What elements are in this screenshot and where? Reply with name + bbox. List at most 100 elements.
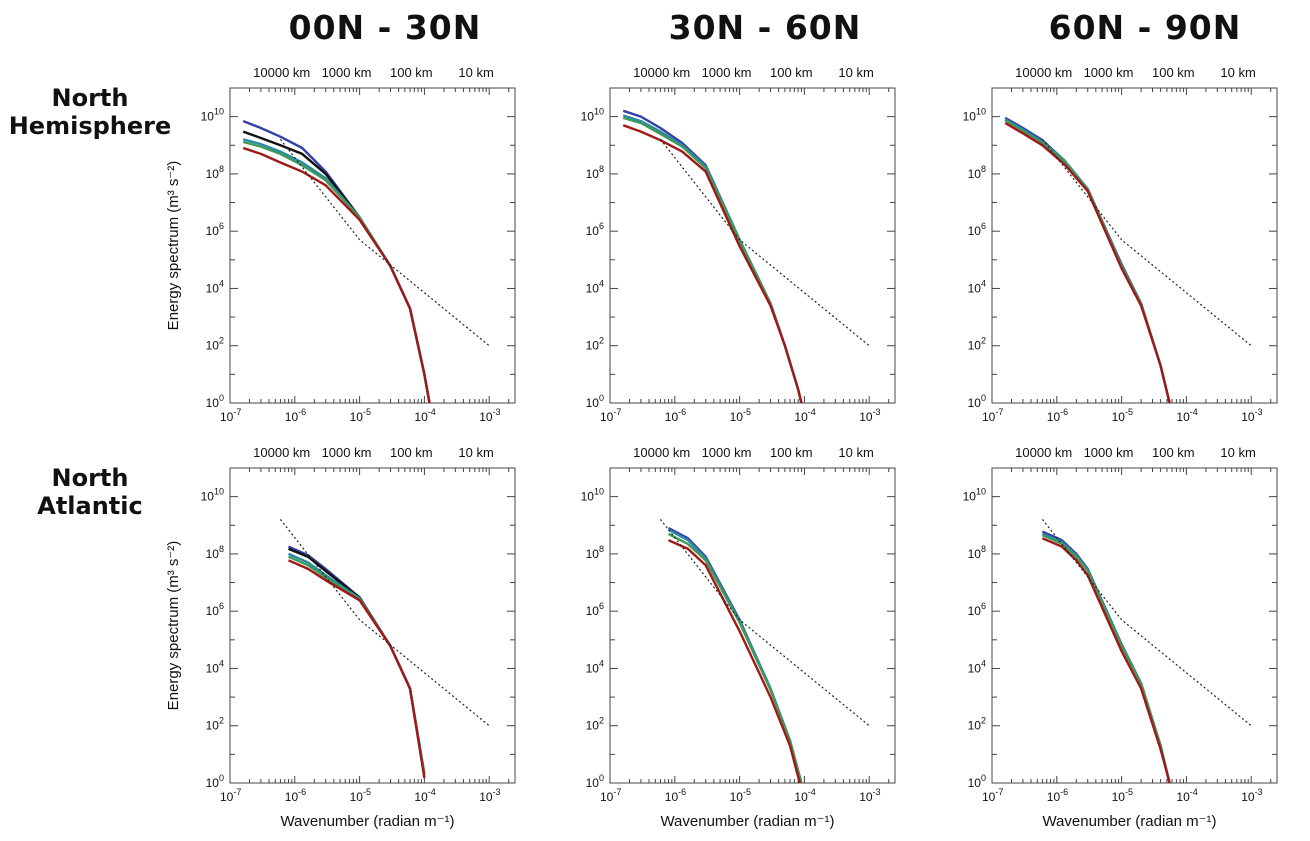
reference-line xyxy=(659,519,870,727)
tick-label: 10-4 xyxy=(794,787,815,804)
tick-label: 108 xyxy=(968,544,986,561)
tick-label: 10-7 xyxy=(600,787,621,804)
tick-label: 10-6 xyxy=(1047,787,1068,804)
series-line-green xyxy=(622,116,803,404)
row-title-line: North xyxy=(51,464,129,492)
top-axis-label: 1000 km xyxy=(702,445,752,460)
tick-label: 106 xyxy=(206,601,224,618)
series-line-blue xyxy=(242,119,431,404)
tick-label: 10-6 xyxy=(1047,407,1068,424)
tick-label: 10-5 xyxy=(350,787,371,804)
tick-label: 1010 xyxy=(963,107,986,124)
top-axis-label: 100 km xyxy=(770,65,813,80)
top-axis-label: 10 km xyxy=(458,65,493,80)
tick-label: 100 xyxy=(968,393,986,410)
plot-frame xyxy=(609,467,896,784)
top-axis-label: 100 km xyxy=(770,445,813,460)
chart-panel-1-2: 10-7 10-6 10-5 10-4 10-3 100 102 104 106 108 1010 1… xyxy=(963,445,1278,830)
tick-label: 106 xyxy=(206,221,224,238)
series-line-teal xyxy=(667,528,803,784)
series-line-teal xyxy=(242,138,431,404)
top-axis-label: 1000 km xyxy=(322,65,372,80)
tick-label: 100 xyxy=(968,773,986,790)
chart-panel-0-0: 10-7 10-6 10-5 10-4 10-3 100 102 104 106 108 1010 1… xyxy=(165,65,516,424)
tick-label: 10-5 xyxy=(1112,787,1133,804)
top-axis-label: 10000 km xyxy=(633,65,690,80)
tick-label: 10-3 xyxy=(479,787,500,804)
series-line-green xyxy=(667,532,803,784)
tick-label: 108 xyxy=(586,544,604,561)
y-axis-label: Energy spectrum (m³ s⁻²) xyxy=(165,541,182,711)
top-axis-label: 10000 km xyxy=(633,445,690,460)
reference-line xyxy=(279,519,490,727)
series-line-red xyxy=(288,559,426,779)
tick-label: 10-5 xyxy=(350,407,371,424)
x-axis-label: Wavenumber (radian m⁻¹) xyxy=(660,813,834,830)
series-line-green xyxy=(1004,119,1171,404)
tick-label: 102 xyxy=(586,336,604,353)
series-line-red xyxy=(1041,537,1171,784)
chart-panel-0-2: 10-7 10-6 10-5 10-4 10-3 100 102 104 106 108 1010 1… xyxy=(963,65,1278,424)
chart-panel-1-1: 10-7 10-6 10-5 10-4 10-3 100 102 104 106 108 1010 1… xyxy=(581,445,896,830)
tick-label: 106 xyxy=(586,221,604,238)
tick-label: 10-4 xyxy=(1176,787,1197,804)
tick-label: 10-5 xyxy=(730,787,751,804)
top-axis-label: 10 km xyxy=(458,445,493,460)
tick-label: 10-6 xyxy=(665,787,686,804)
tick-label: 100 xyxy=(586,773,604,790)
tick-label: 100 xyxy=(586,393,604,410)
tick-label: 10-7 xyxy=(982,787,1003,804)
series-line-teal xyxy=(1004,118,1171,404)
series-line-red xyxy=(668,539,801,784)
series-line-blue xyxy=(288,545,426,775)
tick-label: 102 xyxy=(206,336,224,353)
series-line-black xyxy=(242,130,431,404)
series-line-blue xyxy=(622,109,803,404)
plot-frame xyxy=(609,87,896,404)
x-axis-label: Wavenumber (radian m⁻¹) xyxy=(1042,813,1216,830)
tick-label: 102 xyxy=(206,716,224,733)
top-axis-label: 1000 km xyxy=(1084,445,1134,460)
tick-label: 1010 xyxy=(581,487,604,504)
top-axis-label: 10 km xyxy=(838,65,873,80)
plot-frame xyxy=(229,87,516,404)
plot-frame xyxy=(991,87,1278,404)
series-line-green xyxy=(288,555,426,775)
tick-label: 108 xyxy=(586,164,604,181)
series-line-black xyxy=(288,547,426,775)
top-axis-label: 1000 km xyxy=(322,445,372,460)
x-axis-label: Wavenumber (radian m⁻¹) xyxy=(280,813,454,830)
tick-label: 10-4 xyxy=(1176,407,1197,424)
top-axis-label: 100 km xyxy=(390,65,433,80)
plot-frame xyxy=(229,467,516,784)
top-axis-label: 10 km xyxy=(1220,65,1255,80)
tick-label: 104 xyxy=(586,658,604,675)
tick-label: 1010 xyxy=(201,487,224,504)
reference-line xyxy=(659,139,870,347)
top-axis-label: 10000 km xyxy=(1015,65,1072,80)
top-axis-label: 10000 km xyxy=(1015,445,1072,460)
row-title-north-hemisphere: North Hemisphere xyxy=(0,84,180,140)
tick-label: 104 xyxy=(968,658,986,675)
reference-line xyxy=(279,139,490,347)
y-axis-label: Energy spectrum (m³ s⁻²) xyxy=(165,161,182,331)
tick-label: 106 xyxy=(968,221,986,238)
top-axis-label: 10 km xyxy=(1220,445,1255,460)
tick-label: 10-4 xyxy=(794,407,815,424)
top-axis-label: 1000 km xyxy=(1084,65,1134,80)
tick-label: 106 xyxy=(968,601,986,618)
tick-label: 10-7 xyxy=(982,407,1003,424)
tick-label: 10-7 xyxy=(220,787,241,804)
tick-label: 10-6 xyxy=(285,787,306,804)
tick-label: 10-4 xyxy=(414,787,435,804)
tick-label: 108 xyxy=(206,544,224,561)
chart-panel-0-1: 10-7 10-6 10-5 10-4 10-3 100 102 104 106 108 1010 1… xyxy=(581,65,896,424)
chart-panel-1-0: 10-7 10-6 10-5 10-4 10-3 100 102 104 106 108 1010 1… xyxy=(165,445,516,830)
top-axis-label: 10 km xyxy=(838,445,873,460)
tick-label: 10-6 xyxy=(665,407,686,424)
series-line-red xyxy=(1004,121,1171,404)
top-axis-label: 1000 km xyxy=(702,65,752,80)
tick-label: 10-3 xyxy=(859,407,880,424)
tick-label: 10-4 xyxy=(414,407,435,424)
